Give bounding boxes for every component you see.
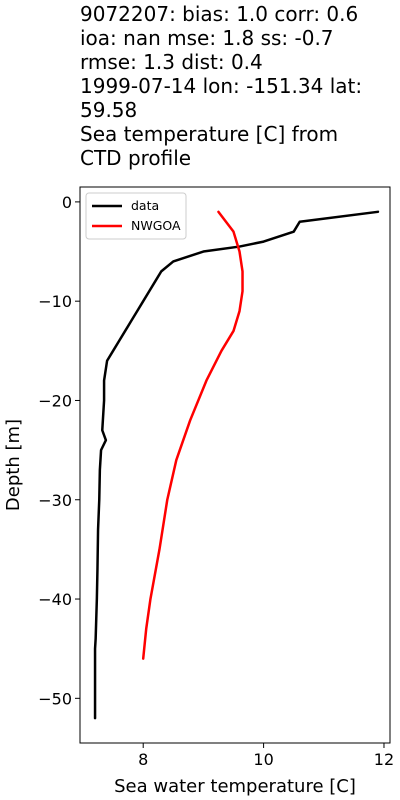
legend: data NWGOA	[85, 192, 187, 240]
title-line: ioa: nan mse: 1.8 ss: -0.7	[80, 26, 334, 50]
title-line: Sea temperature [C] from	[80, 122, 339, 146]
y-tick-label: −20	[38, 391, 72, 410]
legend-label-nwgoa: NWGOA	[131, 218, 181, 233]
y-axis: 0 −10 −20 −30 −40 −50	[38, 193, 80, 708]
y-tick-label: −50	[38, 689, 72, 708]
chart-title: 9072207: bias: 1.0 corr: 0.6 ioa: nan ms…	[80, 2, 398, 170]
legend-label-data: data	[131, 198, 159, 213]
title-line: rmse: 1.3 dist: 0.4	[80, 50, 263, 74]
x-tick-label: 10	[253, 750, 273, 769]
y-tick-label: −40	[38, 590, 72, 609]
y-tick-label: 0	[62, 193, 72, 212]
x-axis-label: Sea water temperature [C]	[114, 776, 356, 797]
title-line: CTD profile	[80, 146, 192, 170]
title-line: 59.58	[80, 98, 138, 122]
x-axis: 8 10 12	[138, 743, 394, 769]
title-line: 9072207: bias: 1.0 corr: 0.6	[80, 2, 359, 26]
y-axis-label: Depth [m]	[3, 419, 24, 511]
plot-content	[93, 210, 380, 720]
series-line-data	[93, 210, 380, 720]
legend-box	[85, 192, 187, 240]
x-tick-label: 8	[138, 750, 148, 769]
series-line-nwgoa	[141, 210, 244, 660]
axes-frame	[79, 186, 391, 744]
title-line: 1999-07-14 lon: -151.34 lat:	[80, 74, 363, 98]
x-tick-label: 12	[374, 750, 394, 769]
y-tick-label: −10	[38, 292, 72, 311]
y-tick-label: −30	[38, 491, 72, 510]
